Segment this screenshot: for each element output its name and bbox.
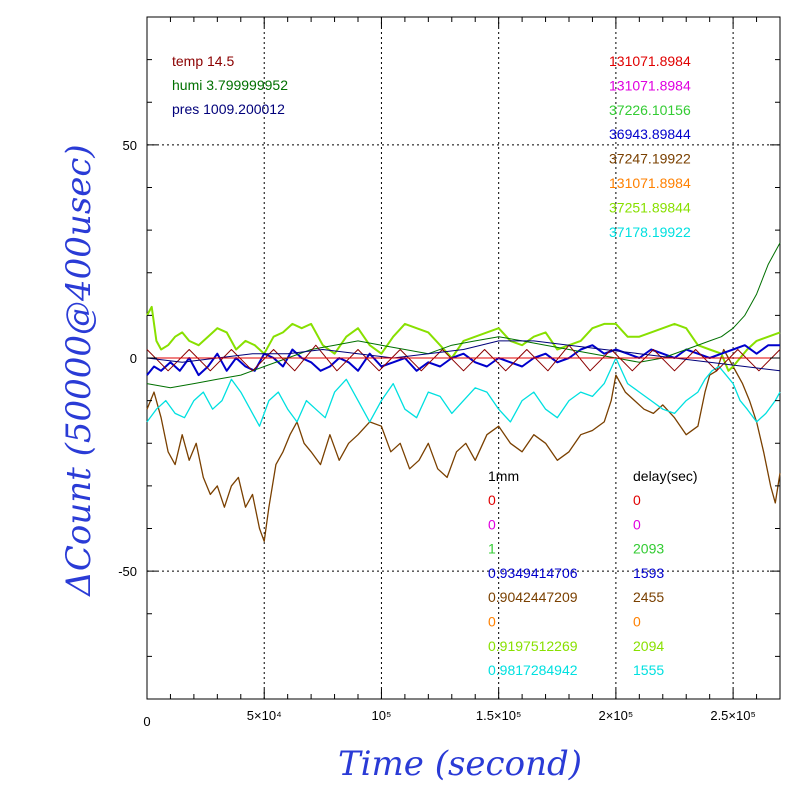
table-cell-delay: 0 (633, 516, 641, 532)
x-tick-label: 2×10⁵ (599, 708, 634, 723)
x-tick-label: 0 (143, 714, 150, 729)
table-cell-1mm: 0.9349414706 (488, 565, 578, 581)
count-label: 131071.8984 (609, 77, 691, 93)
count-label: 36943.89844 (609, 126, 691, 142)
annotation-layer: temp 14.5 humi 3.799999952 pres 1009.20001… (172, 53, 698, 678)
y-tick-label: 50 (123, 138, 137, 153)
series-line-4 (146, 242, 781, 389)
table-cell-delay: 0 (633, 614, 641, 630)
count-label: 37247.19922 (609, 151, 691, 167)
x-tick-label: 2.5×10⁵ (710, 708, 756, 723)
table-cell-delay: 1555 (633, 662, 664, 678)
env-label: pres 1009.200012 (172, 101, 285, 117)
table-header-delay: delay(sec) (633, 468, 698, 484)
x-tick-label: 1.5×10⁵ (476, 708, 522, 723)
env-label: temp 14.5 (172, 53, 234, 69)
table-cell-delay: 2455 (633, 589, 664, 605)
series-layer (146, 242, 781, 542)
table-cell-1mm: 0 (488, 516, 496, 532)
table-cell-delay: 1593 (633, 565, 664, 581)
count-label: 37178.19922 (609, 224, 691, 240)
x-tick-label: 5×10⁴ (247, 708, 282, 723)
y-tick-label: 0 (130, 351, 137, 366)
count-label: 131071.8984 (609, 53, 691, 69)
count-label: 131071.8984 (609, 175, 691, 191)
table-cell-1mm: 0.9817284942 (488, 662, 578, 678)
table-cell-1mm: 0 (488, 614, 496, 630)
series-line-1 (146, 357, 781, 427)
table-cell-1mm: 0.9197512269 (488, 638, 578, 654)
series-line-0 (146, 348, 781, 542)
table-cell-delay: 2094 (633, 638, 664, 654)
y-axis-title: ΔCount (50000@400usec) (59, 144, 99, 597)
table-cell-delay: 2093 (633, 541, 664, 557)
table-cell-1mm: 0.9042447209 (488, 589, 578, 605)
series-line-2 (146, 305, 781, 372)
series-line-3 (146, 344, 780, 377)
x-axis-title: Time (second) (338, 744, 582, 784)
env-label: humi 3.799999952 (172, 77, 288, 93)
count-label: 37226.10156 (609, 102, 691, 118)
count-label: 37251.89844 (609, 199, 691, 215)
table-cell-1mm: 1 (488, 541, 496, 557)
table-cell-1mm: 0 (488, 492, 496, 508)
series-line-5 (146, 344, 781, 372)
x-tick-label: 10⁵ (372, 708, 392, 723)
table-header-1mm: 1mm (488, 468, 519, 484)
table-cell-delay: 0 (633, 492, 641, 508)
ticks-layer: 0 5×10⁴ 10⁵ 1.5×10⁵ 2×10⁵ 2.5×10⁵ 50 0 -50 (118, 17, 780, 729)
y-tick-label: -50 (118, 564, 137, 579)
